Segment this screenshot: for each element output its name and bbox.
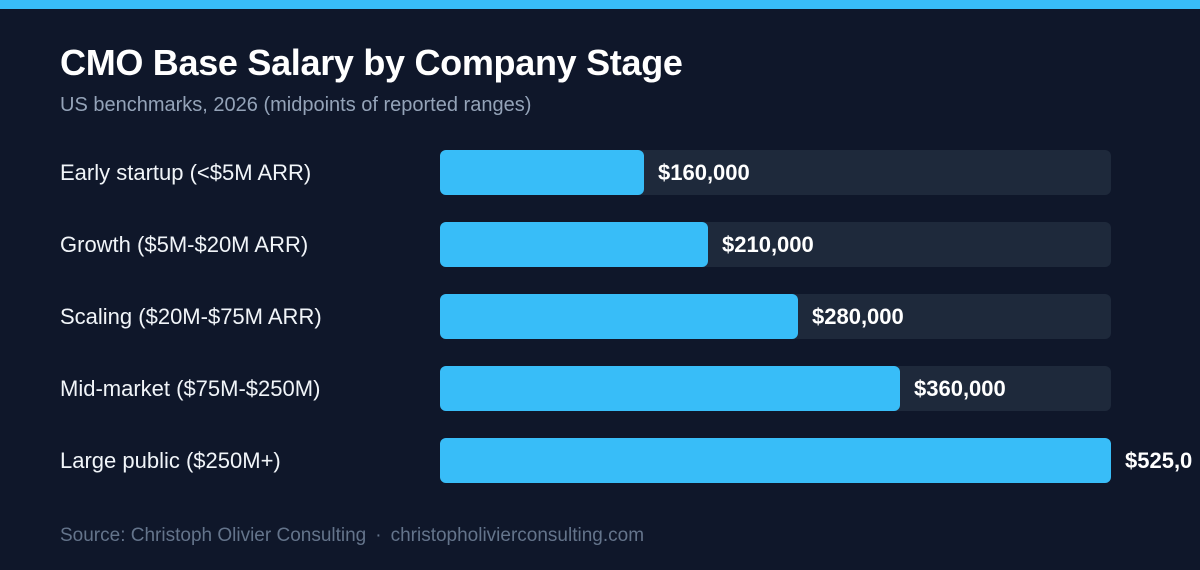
bar-row: Large public ($250M+) $525,0 xyxy=(0,438,1200,483)
source-credit: Source: Christoph Olivier Consulting xyxy=(60,525,367,546)
bar-track xyxy=(440,294,1111,339)
category-label: Large public ($250M+) xyxy=(60,448,281,473)
chart-title: CMO Base Salary by Company Stage xyxy=(60,42,683,83)
value-label: $360,000 xyxy=(914,376,1006,401)
footer: Source: Christoph Olivier Consulting · chr… xyxy=(60,525,644,547)
bar-track xyxy=(440,438,1111,483)
footer-separator: · xyxy=(375,525,382,546)
website-link: christopholivierconsulting.com xyxy=(390,525,645,546)
category-label: Early startup (<$5M ARR) xyxy=(60,160,312,185)
bar-row: Early startup (<$5M ARR) $160,000 xyxy=(0,150,1200,195)
bar-track xyxy=(440,366,1111,411)
bar-track xyxy=(440,150,1111,195)
bar xyxy=(440,438,1111,483)
bar xyxy=(440,366,900,411)
bar xyxy=(440,150,644,195)
bar-row: Mid-market ($75M-$250M) $360,000 xyxy=(0,366,1200,411)
bar xyxy=(440,222,708,267)
bar-row: Growth ($5M-$20M ARR) $210,000 xyxy=(0,222,1200,267)
bar-track xyxy=(440,222,1111,267)
bar-row: Scaling ($20M-$75M ARR) $280,000 xyxy=(0,294,1200,339)
category-label: Scaling ($20M-$75M ARR) xyxy=(60,304,322,329)
value-label: $280,000 xyxy=(812,304,904,329)
category-label: Growth ($5M-$20M ARR) xyxy=(60,232,309,257)
value-label: $210,000 xyxy=(722,232,814,257)
value-label: $160,000 xyxy=(658,160,750,185)
category-label: Mid-market ($75M-$250M) xyxy=(60,376,321,401)
accent-top-bar xyxy=(0,0,1200,9)
chart-subtitle: US benchmarks, 2026 (midpoints of report… xyxy=(60,94,532,116)
bar xyxy=(440,294,798,339)
value-label: $525,0 xyxy=(1125,448,1193,473)
